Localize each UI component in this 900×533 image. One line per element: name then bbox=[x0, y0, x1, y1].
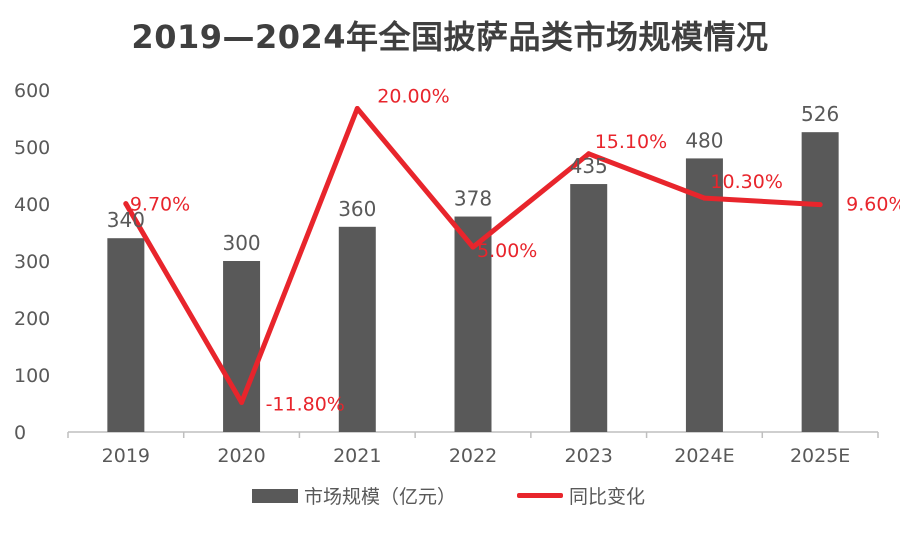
yoy-value-label: 9.60% bbox=[846, 194, 900, 216]
y-tick-label: 200 bbox=[14, 308, 50, 330]
bar-value-label: 526 bbox=[801, 102, 839, 126]
x-tick-label: 2020 bbox=[217, 445, 265, 467]
bar-2024E bbox=[685, 158, 723, 432]
yoy-value-label: 5.00% bbox=[477, 240, 537, 262]
yoy-point-2020 bbox=[239, 399, 245, 405]
legend-item-yoy: 同比变化 bbox=[517, 482, 645, 509]
bar-2019 bbox=[107, 238, 145, 432]
y-tick-label: 300 bbox=[14, 251, 50, 273]
bar-value-label: 300 bbox=[222, 231, 260, 255]
yoy-point-2021 bbox=[354, 105, 360, 111]
legend-label-yoy: 同比变化 bbox=[569, 486, 646, 508]
bar-value-label: 480 bbox=[685, 128, 723, 152]
x-tick-label: 2019 bbox=[102, 445, 150, 467]
x-tick-label: 2024E bbox=[674, 445, 734, 467]
yoy-point-2025E bbox=[817, 202, 823, 208]
legend-line-swatch bbox=[517, 493, 563, 498]
legend-item-market-size: 市场规模（亿元） bbox=[252, 482, 456, 509]
y-tick-label: 0 bbox=[14, 422, 26, 444]
bar-2022 bbox=[454, 216, 492, 432]
yoy-value-label: 9.70% bbox=[130, 194, 190, 216]
x-tick-label: 2022 bbox=[449, 445, 497, 467]
bar-2025E bbox=[801, 132, 839, 432]
x-tick-label: 2021 bbox=[333, 445, 381, 467]
yoy-value-label: 10.30% bbox=[710, 171, 782, 193]
yoy-point-2019 bbox=[123, 201, 129, 207]
yoy-value-label: 20.00% bbox=[377, 85, 449, 107]
bar-2023 bbox=[570, 184, 608, 432]
legend: 市场规模（亿元） 同比变化 bbox=[0, 482, 900, 512]
yoy-point-2024E bbox=[701, 195, 707, 201]
legend-label-market-size: 市场规模（亿元） bbox=[304, 486, 457, 508]
bar-value-label: 435 bbox=[570, 154, 608, 178]
bar-value-label: 360 bbox=[338, 197, 376, 221]
bar-value-label: 378 bbox=[454, 187, 492, 211]
yoy-value-label: -11.80% bbox=[266, 393, 345, 415]
chart-area: 0 100 200 300 400 500 600 2019 2020 2021 2022 2023 2… bbox=[14, 80, 900, 467]
y-tick-label: 500 bbox=[14, 137, 50, 159]
yoy-point-2023 bbox=[586, 151, 592, 157]
yoy-value-label: 15.10% bbox=[595, 131, 667, 153]
bar-2021 bbox=[338, 226, 376, 432]
x-tick-label: 2023 bbox=[565, 445, 613, 467]
chart-title: 2019—2024年全国披萨品类市场规模情况 bbox=[131, 18, 769, 56]
y-tick-label: 600 bbox=[14, 80, 50, 102]
y-tick-label: 100 bbox=[14, 365, 50, 387]
x-tick-label: 2025E bbox=[790, 445, 850, 467]
bar-2020 bbox=[223, 261, 261, 432]
legend-bar-swatch bbox=[252, 488, 298, 503]
y-tick-label: 400 bbox=[14, 194, 50, 216]
bar-value-label: 340 bbox=[107, 208, 145, 232]
yoy-point-2022 bbox=[470, 244, 476, 250]
